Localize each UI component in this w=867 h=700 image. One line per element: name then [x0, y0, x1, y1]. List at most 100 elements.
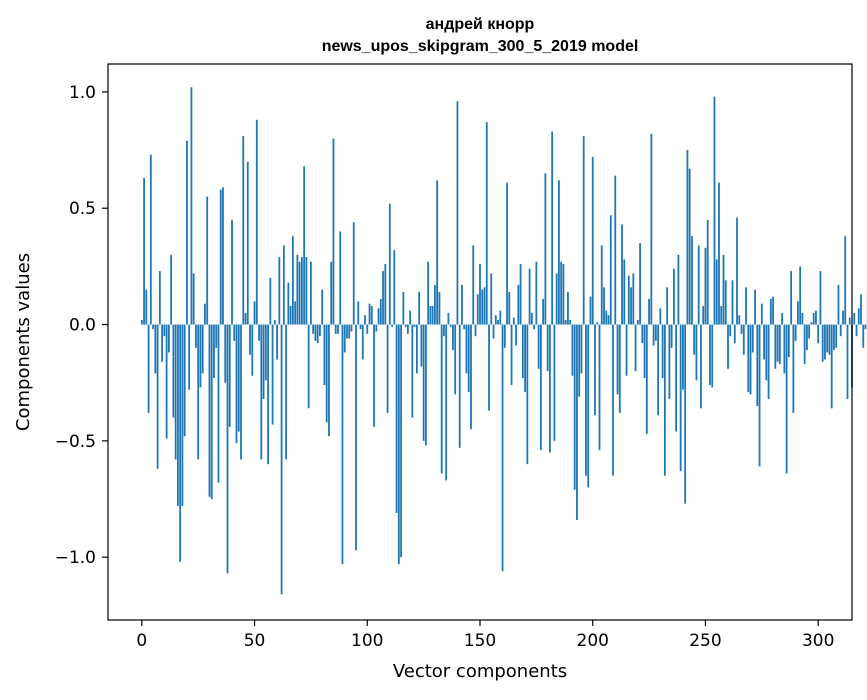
bar — [811, 322, 813, 324]
bar — [865, 325, 867, 330]
bar — [211, 325, 213, 499]
bar — [777, 325, 779, 362]
bar — [808, 325, 810, 339]
bar — [202, 325, 204, 374]
bar — [831, 325, 833, 409]
bar — [310, 262, 312, 325]
bar — [233, 325, 235, 341]
bar — [195, 325, 197, 348]
bar — [215, 325, 217, 348]
bar — [603, 287, 605, 324]
bar — [242, 136, 244, 324]
bar — [783, 325, 785, 374]
bar — [168, 325, 170, 353]
bar — [333, 138, 335, 324]
bar — [150, 155, 152, 325]
bar — [506, 183, 508, 325]
bar — [362, 325, 364, 360]
bar — [788, 325, 790, 358]
x-tick-label: 0 — [136, 631, 147, 651]
bar — [542, 299, 544, 325]
bar — [206, 197, 208, 325]
bar — [563, 264, 565, 324]
bar — [213, 325, 215, 379]
bar — [860, 294, 862, 324]
bar — [285, 325, 287, 460]
bar — [299, 262, 301, 325]
bar — [414, 325, 416, 327]
bar — [486, 122, 488, 324]
bar — [646, 325, 648, 434]
bar — [705, 248, 707, 325]
bar — [479, 264, 481, 324]
bar — [856, 325, 858, 337]
bar — [324, 325, 326, 385]
bar — [657, 325, 659, 416]
bar — [513, 318, 515, 325]
bar — [723, 255, 725, 325]
bar — [610, 215, 612, 324]
bar — [567, 292, 569, 325]
bar — [222, 187, 224, 324]
bar — [191, 87, 193, 324]
bar — [707, 220, 709, 325]
bar — [504, 325, 506, 348]
bar — [163, 325, 165, 337]
x-tick-label: 250 — [689, 631, 721, 651]
bar — [711, 325, 713, 388]
bar — [154, 325, 156, 374]
bar — [729, 325, 731, 337]
bar — [558, 180, 560, 324]
bar — [281, 325, 283, 595]
bar — [159, 271, 161, 325]
bar — [574, 325, 576, 490]
bar — [188, 325, 190, 390]
bars-layer — [141, 87, 867, 594]
bar — [806, 325, 808, 351]
bar — [792, 325, 794, 413]
bar — [161, 325, 163, 362]
bar — [231, 220, 233, 325]
bar — [752, 325, 754, 353]
bar — [664, 325, 666, 476]
bar — [635, 325, 637, 372]
bar — [470, 325, 472, 430]
bar — [315, 325, 317, 341]
y-axis-ticks: −1.0−0.50.00.51.0 — [55, 83, 108, 568]
bar — [680, 325, 682, 472]
bar — [583, 136, 585, 324]
bar — [772, 297, 774, 325]
bar — [420, 325, 422, 367]
bar — [554, 325, 556, 441]
bar — [535, 262, 537, 325]
bar — [815, 311, 817, 325]
bar — [425, 325, 427, 446]
bar — [565, 320, 567, 325]
bar — [556, 273, 558, 324]
bar — [754, 290, 756, 325]
bar — [820, 271, 822, 325]
bar — [227, 325, 229, 574]
bar — [594, 325, 596, 416]
bar — [592, 157, 594, 324]
bar — [829, 325, 831, 355]
bar — [301, 257, 303, 324]
plot-area-frame — [108, 64, 852, 620]
bar — [529, 269, 531, 325]
bar — [520, 264, 522, 324]
bar — [502, 325, 504, 572]
bar — [840, 325, 842, 337]
x-axis-label: Vector components — [393, 661, 567, 682]
bar — [587, 325, 589, 488]
bar — [804, 325, 806, 365]
bar — [734, 325, 736, 344]
bar — [522, 325, 524, 379]
bar — [240, 325, 242, 460]
bar — [630, 287, 632, 324]
bar — [468, 325, 470, 392]
bar — [391, 325, 393, 327]
bar — [650, 134, 652, 325]
bar — [448, 313, 450, 325]
bar — [781, 313, 783, 325]
bar — [508, 292, 510, 325]
